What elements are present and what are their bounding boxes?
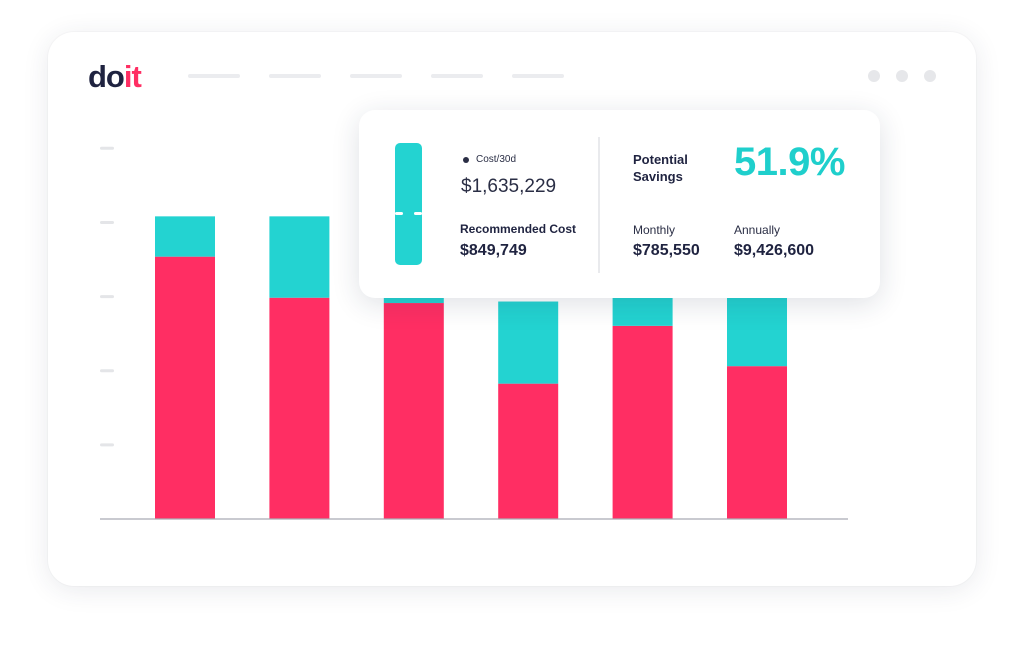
bar-1-segment-2[interactable] [155, 216, 215, 257]
nav-placeholder-1[interactable] [188, 74, 240, 78]
card-divider [598, 137, 600, 273]
bar-5-segment-1[interactable] [612, 325, 673, 519]
window-dot-2 [896, 70, 908, 82]
bar-2-segment-2[interactable] [269, 216, 330, 298]
cost-label: Cost/30d [463, 154, 516, 165]
bar-3-segment-1[interactable] [383, 303, 444, 519]
monthly-value: $785,550 [633, 242, 700, 259]
nav-placeholder-5[interactable] [512, 74, 564, 78]
annually-label: Annually [734, 223, 781, 237]
nav-placeholder-list [188, 74, 564, 78]
recommended-cost-label: Recommended Cost [460, 222, 577, 236]
y-tick-2 [100, 369, 114, 373]
nav-placeholder-3[interactable] [350, 74, 402, 78]
nav-placeholder-2[interactable] [269, 74, 321, 78]
cost-value: $1,635,229 [461, 176, 557, 197]
bar-6-segment-1[interactable] [727, 366, 787, 519]
bar-1-segment-1[interactable] [155, 256, 215, 519]
y-tick-5 [100, 146, 114, 150]
monthly-label: Monthly [633, 223, 676, 237]
y-tick-4 [100, 220, 114, 224]
bar-2-segment-1[interactable] [269, 297, 330, 519]
doit-logo[interactable]: doit [88, 59, 142, 94]
y-tick-3 [100, 295, 114, 299]
window-menu-dots[interactable] [868, 70, 936, 82]
savings-card: Cost/30d $1,635,229 Recommended Cost $84… [359, 110, 880, 298]
cost-label-text: Cost/30d [476, 154, 517, 165]
bar-4-segment-1[interactable] [498, 383, 559, 519]
recommended-cost-value: $849,749 [460, 242, 527, 259]
savings-percentage: 51.9% [734, 140, 845, 184]
window-dot-1 [868, 70, 880, 82]
potential-savings-label: Potential Savings [633, 152, 688, 184]
nav-placeholder-4[interactable] [431, 74, 483, 78]
bullet-icon [463, 156, 469, 163]
mini-bar-icon [395, 143, 422, 265]
window-dot-3 [924, 70, 936, 82]
annually-value: $9,426,600 [734, 242, 815, 259]
y-tick-1 [100, 443, 114, 447]
bar-4-segment-2[interactable] [498, 301, 559, 384]
